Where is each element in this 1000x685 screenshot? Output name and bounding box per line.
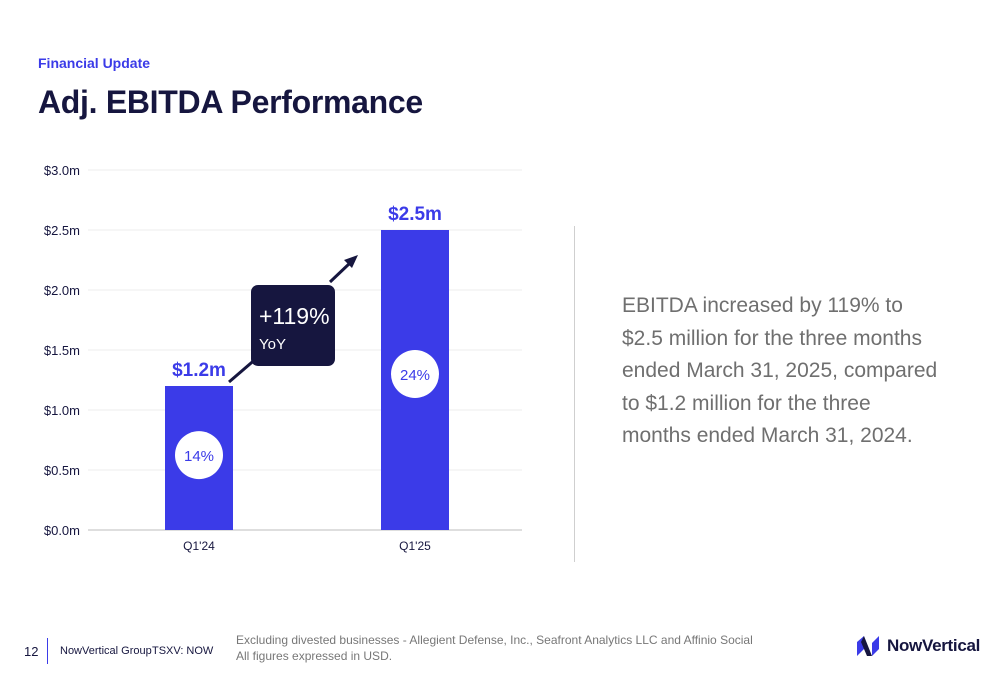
y-tick-label: $1.0m: [44, 403, 80, 418]
footer-ticker: TSXV: NOW: [152, 645, 214, 657]
x-tick-label: Q1'24: [183, 539, 215, 553]
bar-value-label: $1.2m: [172, 360, 226, 381]
page-number: 12: [24, 644, 39, 659]
growth-arrow-line: [328, 261, 352, 284]
footer-company: NowVertical Group: [60, 645, 152, 657]
growth-badge-value: +119%: [259, 303, 330, 329]
margin-label: 14%: [184, 448, 214, 465]
y-tick-label: $2.5m: [44, 223, 80, 238]
y-tick-label: $2.0m: [44, 283, 80, 298]
page-title: Adj. EBITDA Performance: [38, 84, 423, 120]
y-tick-label: $1.5m: [44, 343, 80, 358]
footer-note: Excluding divested businesses - Allegien…: [236, 632, 753, 664]
footer-divider: [47, 638, 48, 664]
commentary-text: EBITDA increased by 119% to $2.5 million…: [622, 294, 938, 447]
company-logo: NowVertical: [855, 634, 980, 658]
bar-value-label: $2.5m: [388, 204, 442, 225]
nowvertical-logo-icon: [857, 636, 879, 656]
y-tick-label: $3.0m: [44, 163, 80, 178]
vertical-divider: [574, 226, 575, 562]
growth-annotation: +119% YoY: [228, 255, 358, 384]
margin-badge: [391, 350, 439, 398]
eyebrow-label: Financial Update: [38, 55, 151, 71]
growth-badge: [251, 285, 335, 366]
y-tick-label: $0.5m: [44, 463, 80, 478]
growth-arrow-head: [344, 255, 358, 268]
ebitda-bar-chart: $0.0m $0.5m $1.0m $1.5m $2.0m $2.5m $3.0m $1.2m…: [44, 163, 522, 553]
logo-text: NowVertical: [887, 636, 981, 655]
footer-note-line1: Excluding divested businesses - Allegien…: [236, 633, 753, 647]
margin-label: 24%: [400, 367, 430, 384]
y-tick-label: $0.0m: [44, 523, 80, 538]
footer-note-line2: All figures expressed in USD.: [236, 649, 393, 663]
margin-badge: [175, 431, 223, 480]
growth-badge-label: YoY: [259, 336, 286, 353]
x-tick-label: Q1'25: [399, 539, 431, 553]
